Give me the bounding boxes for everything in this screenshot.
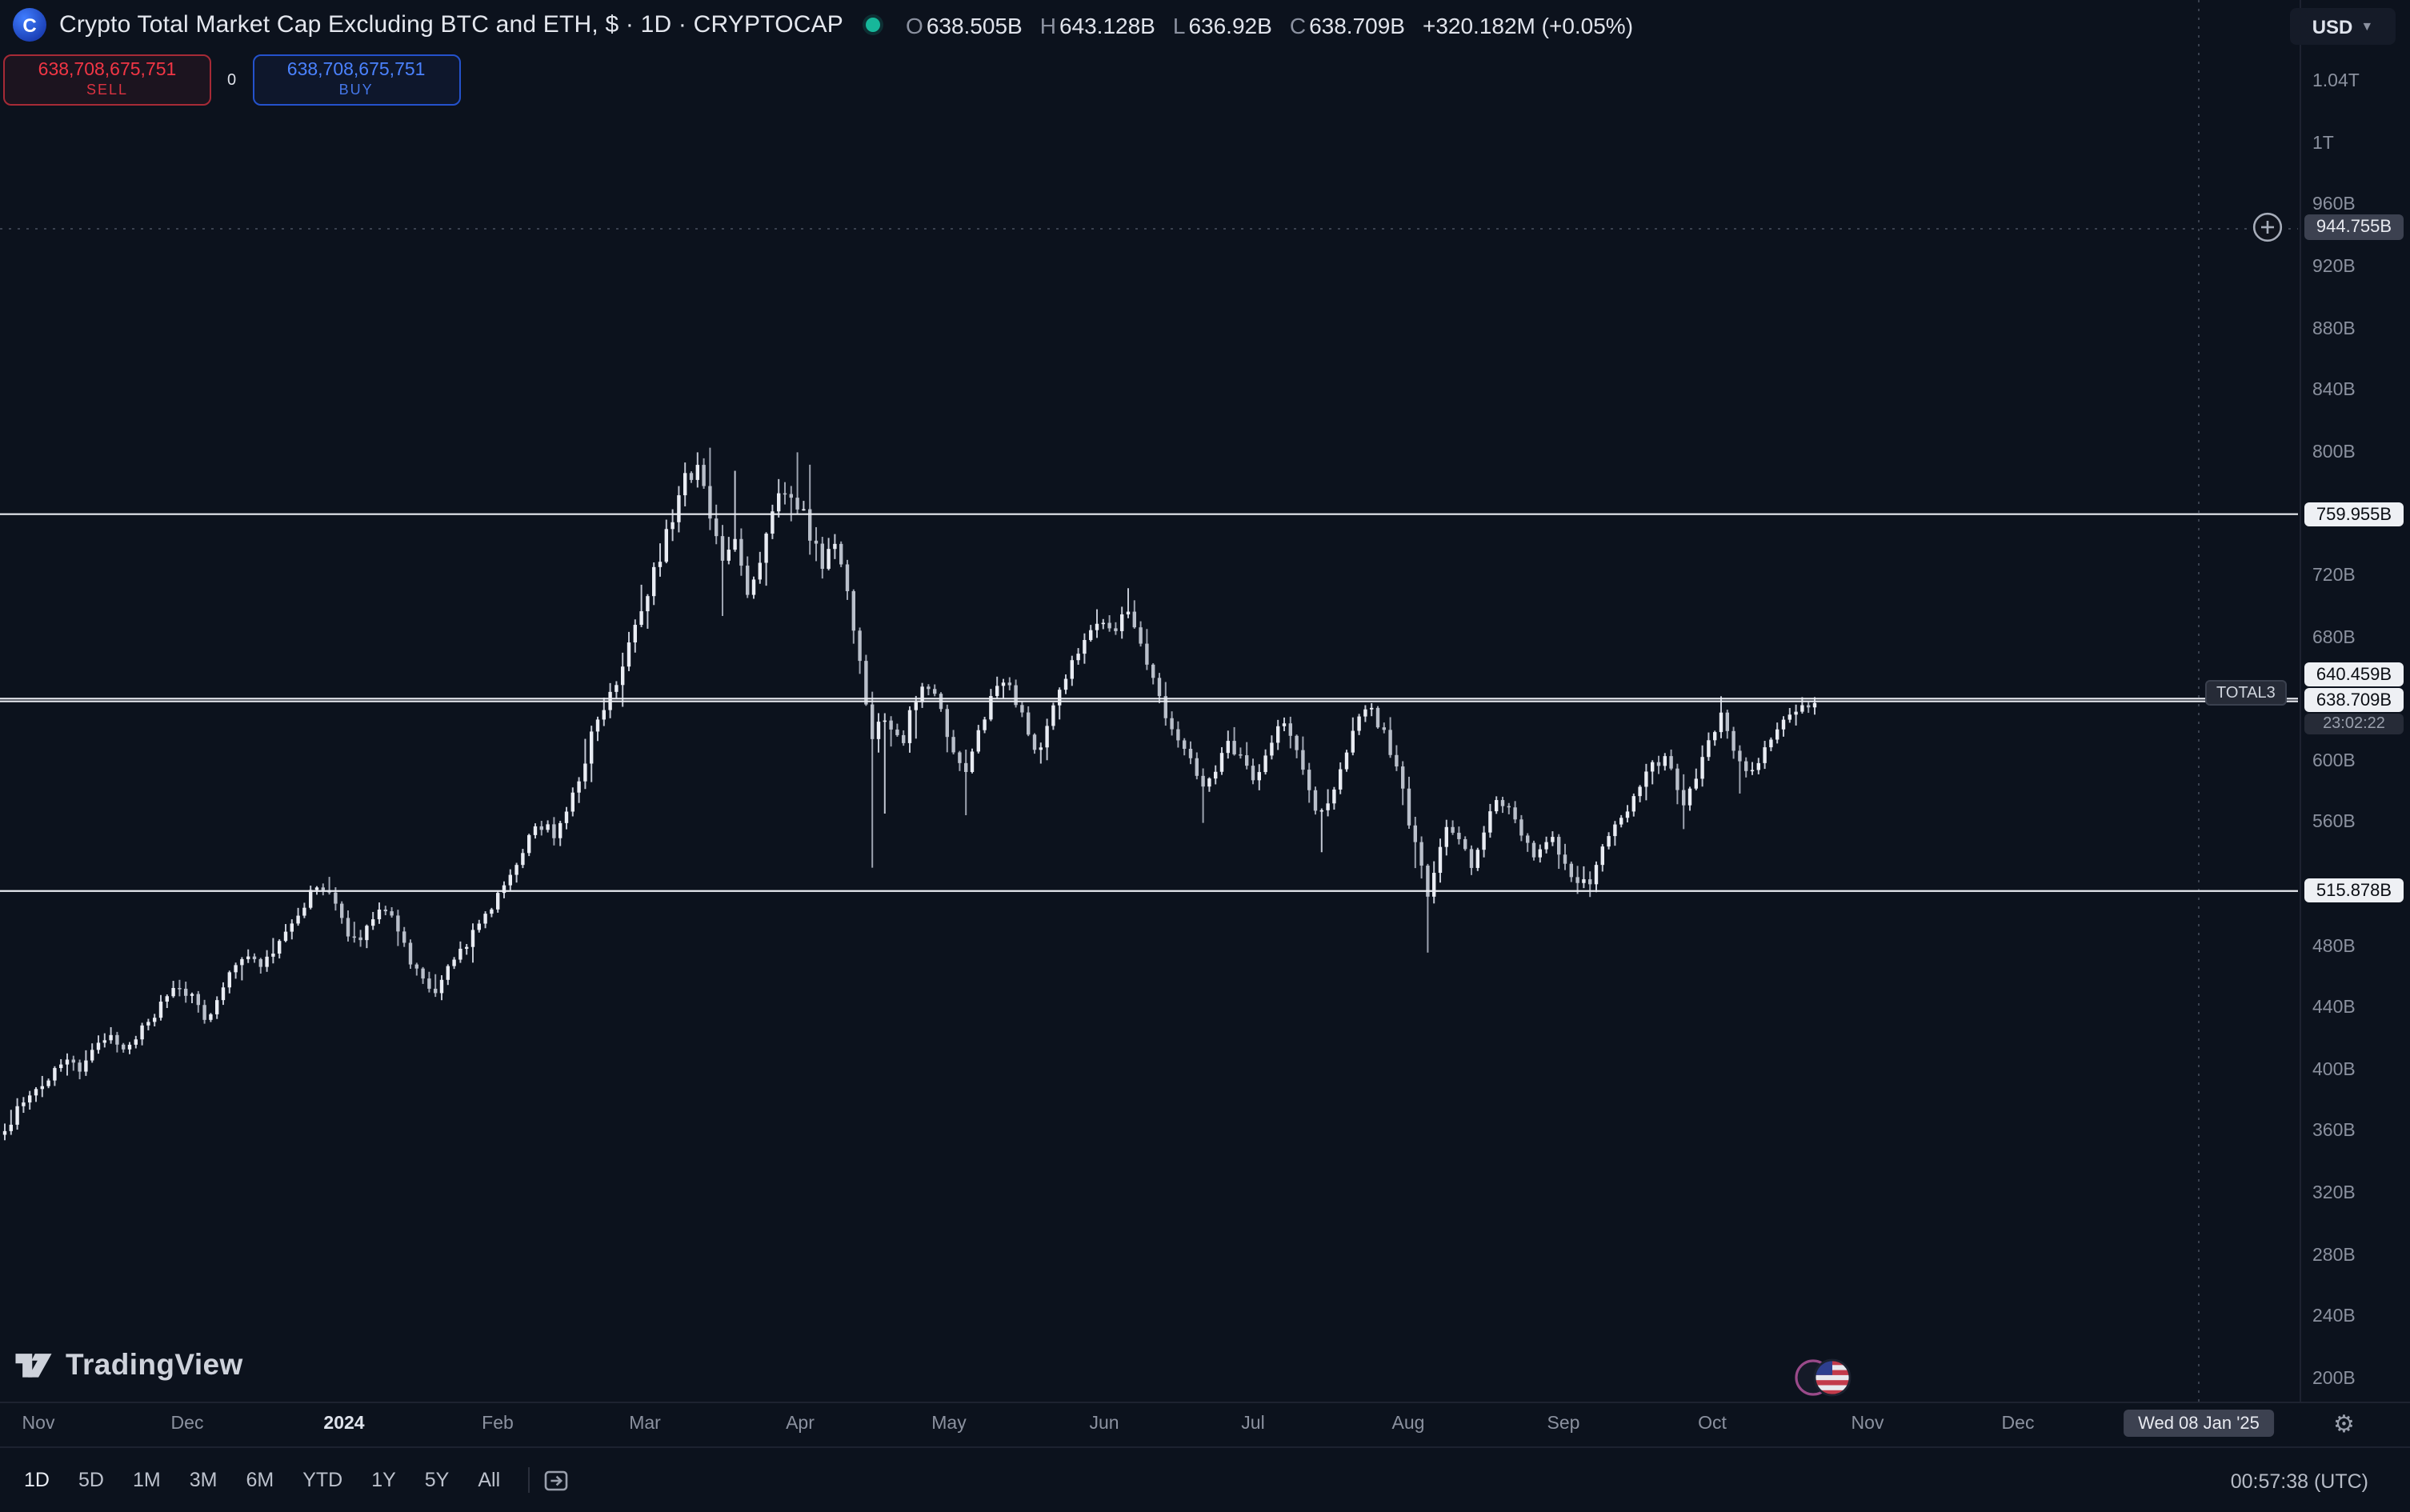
time-tick: Nov — [22, 1414, 55, 1434]
market-status-icon[interactable] — [866, 18, 881, 32]
price-tick: 1T — [2312, 134, 2334, 154]
price-tick: 280B — [2312, 1246, 2356, 1265]
high-value: H 643.128B — [1039, 12, 1155, 38]
time-tick: Nov — [1851, 1414, 1884, 1434]
price-tick: 400B — [2312, 1060, 2356, 1080]
price-tick: 600B — [2312, 751, 2356, 771]
price-tick: 360B — [2312, 1122, 2356, 1142]
price-tick: 880B — [2312, 319, 2356, 338]
range-button-1y[interactable]: 1Y — [371, 1469, 396, 1491]
buy-price: 638,708,675,751 — [286, 61, 426, 81]
level-label-515[interactable]: 515.878B — [2304, 878, 2404, 902]
us-economic-event-icon[interactable] — [1794, 1355, 1855, 1400]
change-value: +320.182M (+0.05%) — [1422, 12, 1634, 38]
symbol-price-line-tag[interactable]: TOTAL3 — [2205, 680, 2287, 706]
open-value: O 638.505B — [906, 12, 1023, 38]
spread-value: 0 — [227, 71, 237, 89]
time-tick: Sep — [1547, 1414, 1580, 1434]
time-tick: Jul — [1241, 1414, 1265, 1434]
price-tick: 480B — [2312, 937, 2356, 956]
time-tick: Feb — [482, 1414, 514, 1434]
range-button-6m[interactable]: 6M — [246, 1469, 274, 1491]
time-tick: Oct — [1698, 1414, 1727, 1434]
price-tick: 1.04T — [2312, 72, 2360, 92]
range-button-3m[interactable]: 3M — [189, 1469, 218, 1491]
ohlc-values: O 638.505B H 643.128B L 636.92B C 638.709B +… — [906, 12, 1633, 38]
range-button-all[interactable]: All — [478, 1469, 501, 1491]
sell-button[interactable]: 638,708,675,751 SELL — [3, 54, 211, 106]
date-range-buttons: 1D 5D 1M 3M 6M YTD 1Y 5Y All — [10, 1462, 514, 1498]
toolbar-divider — [527, 1467, 530, 1493]
candle-countdown-label: 23:02:22 — [2304, 714, 2404, 734]
sell-label: SELL — [86, 82, 129, 98]
range-button-ytd[interactable]: YTD — [302, 1469, 343, 1491]
price-tick: 960B — [2312, 195, 2356, 215]
utc-clock[interactable]: 00:57:38 (UTC) — [2230, 1470, 2368, 1492]
tradingview-logo-icon — [15, 1354, 52, 1378]
price-tick: 240B — [2312, 1307, 2356, 1327]
symbol-title[interactable]: Crypto Total Market Cap Excluding BTC an… — [59, 11, 844, 38]
price-tick: 720B — [2312, 566, 2356, 586]
time-tick: 2024 — [323, 1414, 365, 1434]
time-tick: Mar — [629, 1414, 661, 1434]
chart-legend: C Crypto Total Market Cap Excluding BTC … — [13, 8, 1633, 42]
symbol-logo-icon[interactable]: C — [13, 8, 46, 42]
currency-selector[interactable]: USD ▼ — [2290, 8, 2396, 45]
tradingview-watermark[interactable]: TradingView — [13, 1344, 243, 1386]
time-axis[interactable]: Wed 08 Jan '25 ⚙ Nov Dec 2024 Feb Mar Apr May J… — [0, 1402, 2410, 1448]
time-tick: Dec — [2001, 1414, 2035, 1434]
price-tick: 560B — [2312, 813, 2356, 833]
tradingview-wordmark: TradingView — [66, 1347, 243, 1381]
price-tick: 920B — [2312, 257, 2356, 277]
price-axis[interactable]: 944.755B 759.955B 640.459B 638.709B 23:0… — [2300, 0, 2410, 1402]
bottom-toolbar: 1D 5D 1M 3M 6M YTD 1Y 5Y All 00:57:38 (UTC) — [0, 1446, 2410, 1512]
price-tick: 320B — [2312, 1183, 2356, 1203]
level-label-640[interactable]: 640.459B — [2304, 662, 2404, 686]
chevron-down-icon: ▼ — [2360, 19, 2374, 34]
range-button-1d[interactable]: 1D — [24, 1469, 50, 1491]
time-tick: Aug — [1391, 1414, 1425, 1434]
buy-label: BUY — [338, 82, 374, 98]
time-tick: Jun — [1089, 1414, 1119, 1434]
time-tick: Dec — [170, 1414, 204, 1434]
price-tick: 200B — [2312, 1369, 2356, 1389]
level-label-759[interactable]: 759.955B — [2304, 502, 2404, 526]
crosshair-date-label: Wed 08 Jan '25 — [2124, 1410, 2274, 1437]
add-alert-plus-icon[interactable] — [2250, 210, 2285, 245]
price-tick: 840B — [2312, 381, 2356, 401]
time-tick: May — [931, 1414, 967, 1434]
currency-value: USD — [2312, 15, 2353, 38]
time-tick: Apr — [786, 1414, 815, 1434]
price-tick: 680B — [2312, 628, 2356, 647]
crosshair-price-label: 944.755B — [2304, 214, 2404, 240]
candlestick-chart[interactable] — [0, 0, 2298, 1402]
current-price-label: 638.709B — [2304, 688, 2404, 712]
sell-price: 638,708,675,751 — [38, 61, 177, 81]
trade-panel: 638,708,675,751 SELL 0 638,708,675,751 B… — [3, 54, 461, 106]
buy-button[interactable]: 638,708,675,751 BUY — [252, 54, 461, 106]
range-button-5d[interactable]: 5D — [78, 1469, 104, 1491]
axis-settings-gear-icon[interactable]: ⚙ — [2333, 1411, 2355, 1438]
range-button-1m[interactable]: 1M — [132, 1469, 161, 1491]
go-to-date-icon[interactable] — [542, 1466, 569, 1494]
close-value: C 638.709B — [1289, 12, 1405, 38]
price-tick: 800B — [2312, 442, 2356, 462]
price-tick: 440B — [2312, 998, 2356, 1018]
range-button-5y[interactable]: 5Y — [424, 1469, 450, 1491]
low-value: L 636.92B — [1172, 12, 1272, 38]
